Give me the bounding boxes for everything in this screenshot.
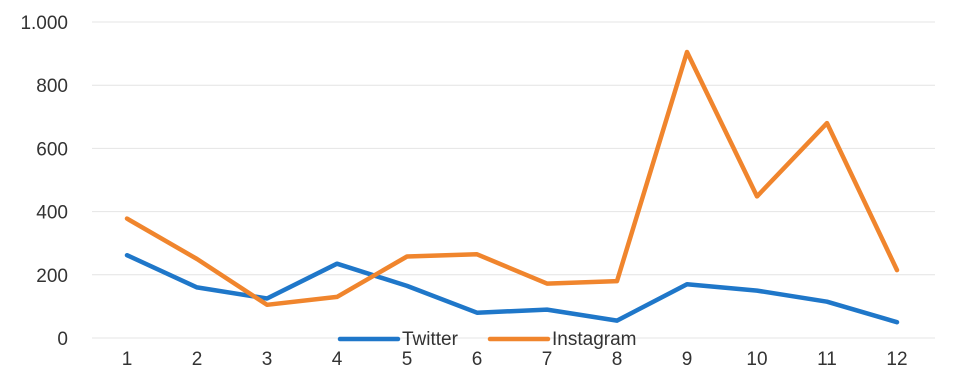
y-tick-label: 400 [36, 203, 68, 224]
x-tick-label: 1 [122, 349, 133, 370]
x-tick-label: 3 [262, 349, 273, 370]
y-tick-label: 200 [36, 266, 68, 287]
x-tick-label: 4 [332, 349, 343, 370]
x-tick-label: 9 [682, 349, 693, 370]
y-axis-ticks: 0 200 400 600 800 1.000 [20, 13, 68, 350]
x-tick-label: 8 [612, 349, 623, 370]
x-tick-label: 10 [746, 349, 767, 370]
x-tick-label: 5 [402, 349, 413, 370]
gridlines [92, 21, 935, 339]
y-tick-label: 800 [36, 76, 68, 97]
series-lines [124, 49, 900, 325]
x-axis-ticks: 1 2 3 4 5 6 7 8 9 10 11 12 [122, 349, 908, 370]
x-tick-label: 7 [542, 349, 553, 370]
x-tick-label: 2 [192, 349, 203, 370]
x-tick-label: 12 [886, 349, 907, 370]
y-tick-label: 600 [36, 139, 68, 160]
legend-label-twitter: Twitter [402, 329, 459, 350]
series-line-instagram [124, 49, 900, 308]
legend-label-instagram: Instagram [552, 329, 636, 350]
y-tick-label: 0 [57, 329, 68, 350]
x-tick-label: 6 [472, 349, 483, 370]
y-tick-label: 1.000 [20, 13, 68, 34]
x-tick-label: 11 [817, 349, 837, 370]
legend: Twitter Instagram [337, 329, 636, 350]
